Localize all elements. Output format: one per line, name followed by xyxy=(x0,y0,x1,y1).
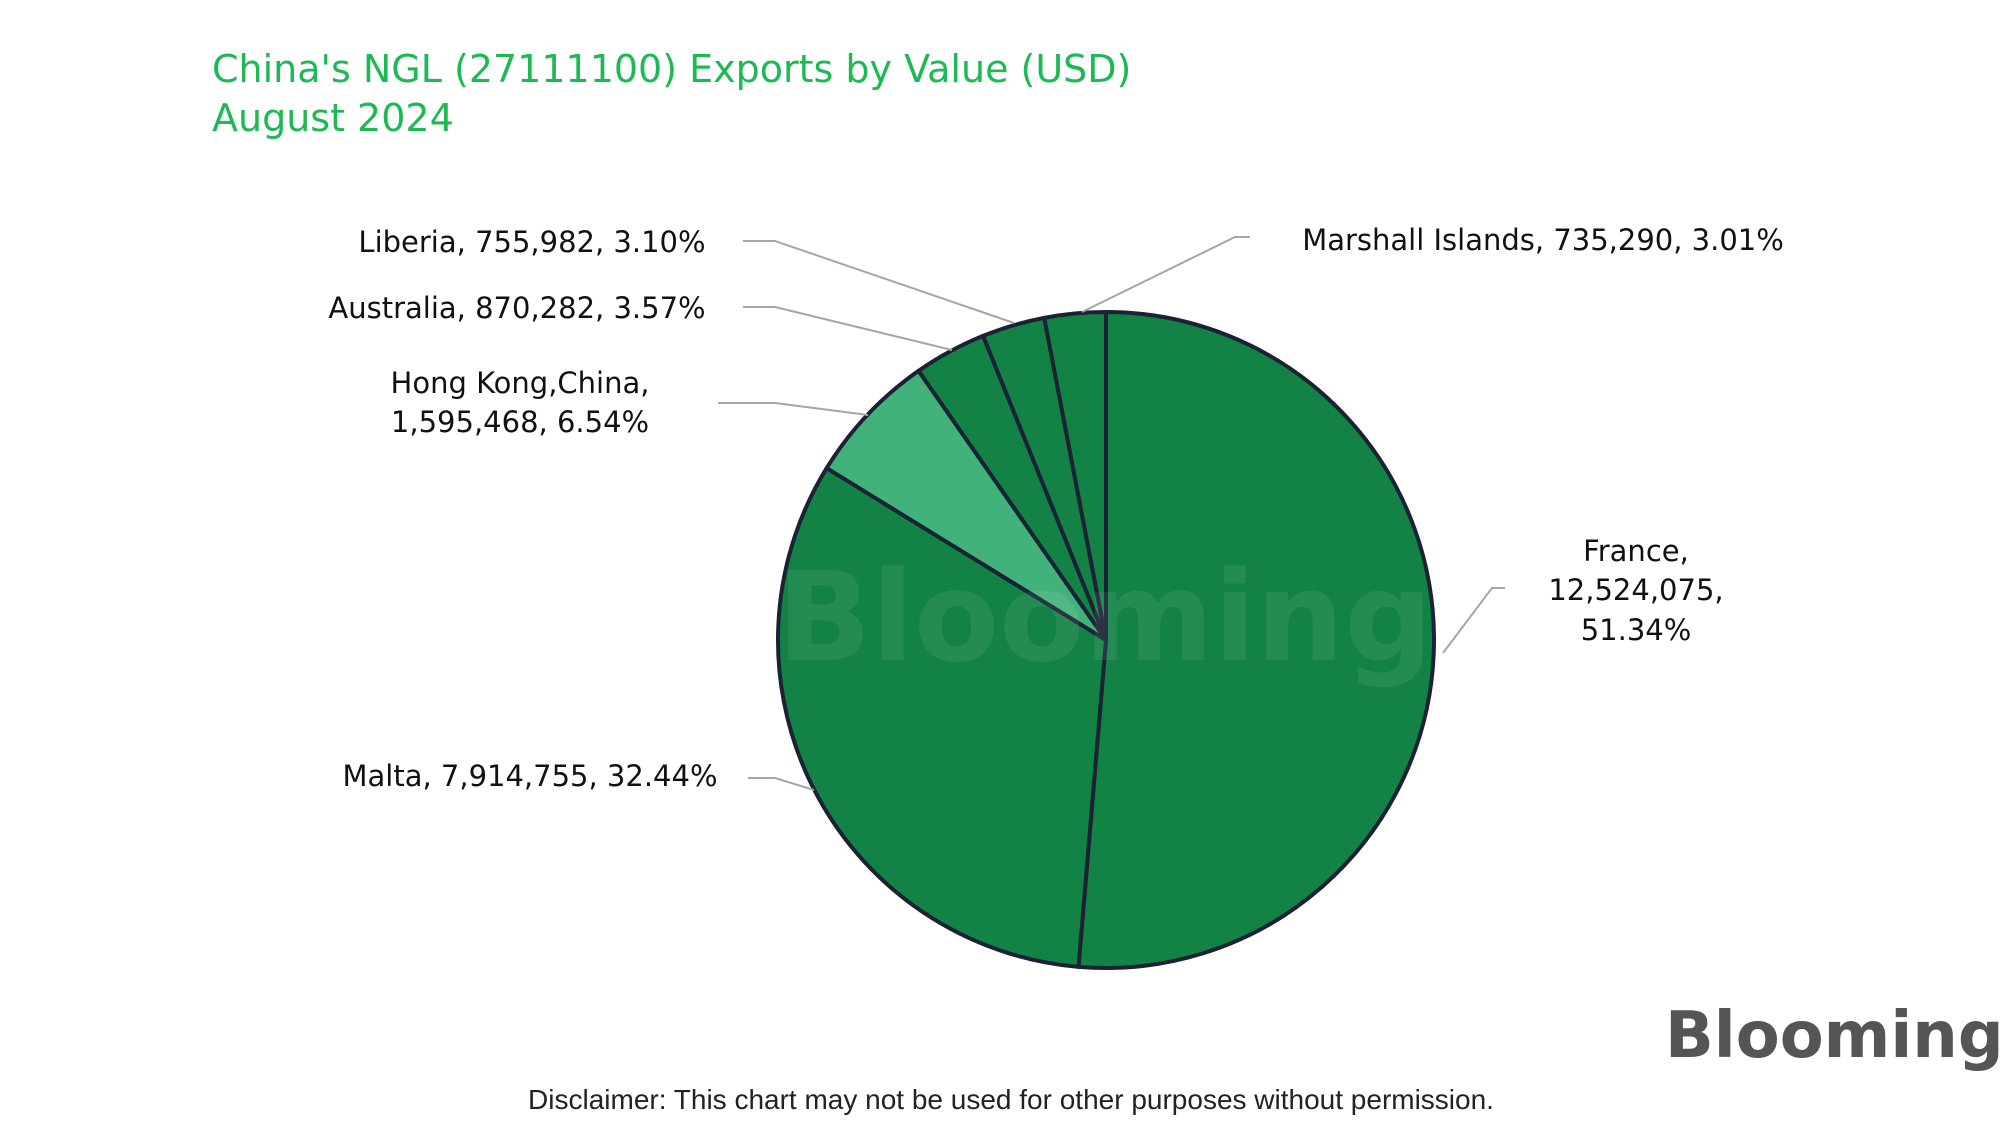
chart-title: China's NGL (27111100) Exports by Value … xyxy=(212,47,1131,91)
leader-line-marshall-islands xyxy=(1081,236,1250,313)
data-label-hong-kong-china-line-1: Hong Kong,China, xyxy=(391,366,650,400)
data-label-australia-line-1: Australia, 870,282, 3.57% xyxy=(328,291,705,325)
watermark: Blooming xyxy=(777,546,1433,690)
leader-line-france xyxy=(1442,587,1505,654)
disclaimer-text: Disclaimer: This chart may not be used f… xyxy=(528,1084,1494,1115)
leader-line-liberia xyxy=(743,240,1015,324)
brand-logo-text: Blooming xyxy=(1665,999,2000,1073)
leader-lines xyxy=(718,236,1505,791)
data-label-marshall-islands-line-1: Marshall Islands, 735,290, 3.01% xyxy=(1302,223,1784,257)
data-label-france-line-1: France, xyxy=(1583,534,1689,568)
data-label-hong-kong-china-line-2: 1,595,468, 6.54% xyxy=(391,405,649,439)
pie-slice-marshall-islands xyxy=(1042,310,1108,642)
pie-slice-france xyxy=(1076,310,1436,970)
data-label-liberia-line-1: Liberia, 755,982, 3.10% xyxy=(358,225,705,259)
data-label-france-line-3: 51.34% xyxy=(1581,613,1692,647)
chart-subtitle: August 2024 xyxy=(212,96,454,140)
data-label-malta-line-1: Malta, 7,914,755, 32.44% xyxy=(342,759,717,793)
pie-slice-malta xyxy=(776,466,1108,969)
leader-line-australia xyxy=(743,306,953,351)
pie-slices xyxy=(776,310,1436,970)
leader-line-malta xyxy=(748,777,815,791)
brand-logo: Blooming xyxy=(1665,999,2000,1073)
leader-line-hong-kong-china xyxy=(718,402,869,416)
slice-labels: France, 12,524,075, 51.34% Malta, 7,914,755… xyxy=(328,223,1783,793)
data-label-france-line-2: 12,524,075, xyxy=(1548,573,1723,607)
